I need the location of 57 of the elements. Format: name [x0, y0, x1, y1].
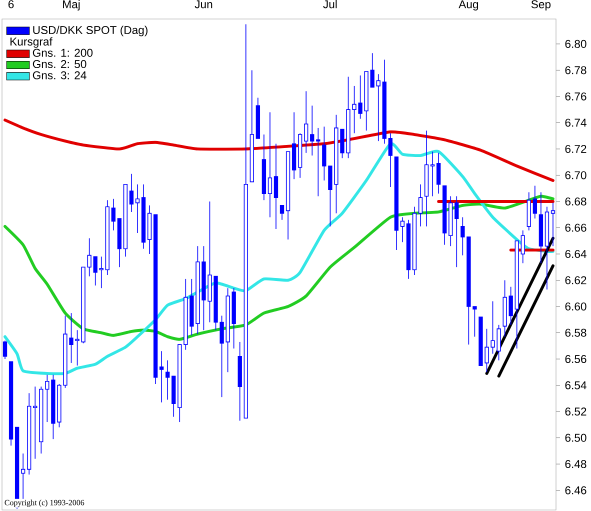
candlestick — [400, 216, 405, 243]
candlestick — [99, 256, 104, 289]
candlestick — [129, 174, 134, 212]
x-tick-label: Sep — [531, 0, 551, 11]
candlestick — [388, 132, 392, 188]
candlestick — [111, 198, 116, 231]
legend-title: Kursgraf — [10, 37, 52, 48]
candlestick — [532, 185, 538, 219]
y-tick-label: 6.54 — [565, 381, 586, 390]
candlestick — [370, 52, 374, 88]
candlestick — [316, 128, 320, 197]
candlestick — [310, 105, 314, 156]
y-tick-label: 6.66 — [565, 224, 586, 232]
x-tick-label: Jul — [323, 0, 337, 8]
x-tick-label: Jun — [194, 0, 212, 8]
candlestick — [33, 386, 38, 460]
y-tick-label: 6.76 — [565, 92, 586, 100]
y-tick-label: 6.70 — [565, 171, 586, 180]
y-tick-label: 6.60 — [565, 302, 586, 311]
y-tick-label: 6.74 — [565, 118, 586, 127]
candlestick — [430, 151, 435, 197]
y-tick-label: 6.78 — [565, 66, 586, 74]
legend-label: USD/DKK SPOT (Dag) — [33, 26, 148, 36]
candlestick — [376, 74, 380, 142]
candlestick — [454, 196, 459, 268]
y-tick-label: 6.62 — [565, 276, 586, 284]
y-tick-label: 6.56 — [565, 355, 586, 364]
y-tick-label: 6.58 — [565, 328, 586, 337]
candlestick — [2, 340, 8, 360]
legend-label: Gns. 1: 200 — [32, 48, 93, 57]
candlestick — [268, 112, 272, 218]
y-tick-label: 6.72 — [565, 144, 586, 153]
candlestick — [418, 184, 423, 227]
x-tick-label: 6 — [8, 0, 14, 8]
candlestick — [436, 152, 441, 194]
candlestick — [304, 90, 308, 154]
candlestick — [520, 230, 525, 264]
legend-label: Gns. 2: 50 — [32, 60, 86, 68]
candlestick — [135, 184, 140, 234]
y-tick-label: 6.52 — [565, 408, 586, 416]
y-tick-label: 6.46 — [565, 486, 586, 494]
y-tick-label: 6.64 — [565, 250, 586, 258]
candlestick — [508, 286, 513, 326]
legend-label: Gns. 3: 24 — [32, 71, 86, 80]
line-series — [4, 118, 554, 182]
y-tick-label: 6.50 — [565, 434, 586, 442]
y-tick-label: 6.80 — [565, 40, 586, 48]
candlestick — [166, 360, 170, 400]
candlestick — [93, 256, 98, 286]
candlestick — [280, 205, 284, 220]
y-tick-label: 6.68 — [565, 197, 586, 206]
y-tick-label: 6.48 — [565, 460, 586, 468]
x-tick-label: Aug — [458, 0, 478, 11]
candlestick — [159, 350, 164, 403]
annotation: Copyright (c) 1993-2006 — [4, 500, 84, 507]
candlestick — [274, 143, 278, 230]
x-tick-label: Maj — [63, 0, 80, 11]
